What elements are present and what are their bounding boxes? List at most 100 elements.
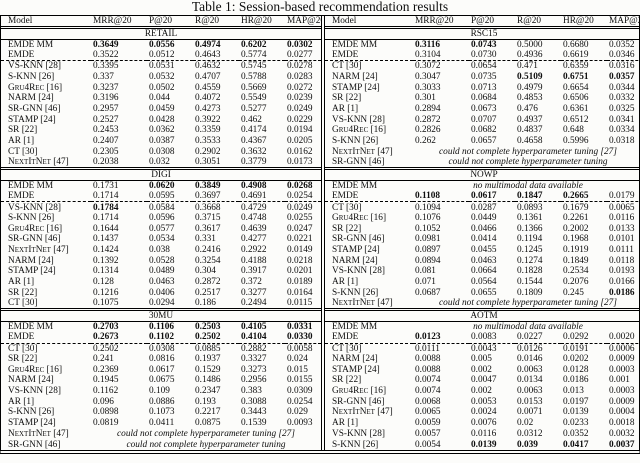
column-header: Model — [323, 16, 413, 28]
table-row: NextItNet [47] could not complete hyperpa… — [1, 429, 321, 440]
metric-value: 0.0153 — [517, 396, 543, 407]
metric-value: 0.4748 — [241, 212, 267, 223]
model-name: CT [30] — [1, 342, 91, 354]
metric-value: 0.0088 — [415, 364, 441, 375]
metric-value: 0.0249 — [285, 201, 321, 213]
metric-value: 0.0675 — [149, 375, 175, 386]
metric-value: 0.0218 — [287, 255, 313, 266]
metric-value: 0.2517 — [195, 287, 221, 298]
metric-value: 0.4639 — [241, 223, 267, 234]
metric-value: 0.0111 — [413, 342, 469, 354]
metric-value: 0.3649 — [93, 40, 119, 51]
section-name: RETAIL — [1, 26, 321, 40]
metric-value: 0.1849 — [563, 255, 589, 266]
metric-value: 0.1052 — [415, 223, 441, 234]
section-name: DIGI — [1, 167, 321, 182]
metric-value: 0.1714 — [93, 191, 119, 202]
column-header: MAP@20 — [285, 16, 321, 28]
section-name: 30MU — [1, 308, 321, 323]
table-row: CT [30] 0.0111 0.0043 0.0126 0.0191 0.0006 — [323, 342, 640, 354]
metric-value: 0.4188 — [241, 255, 267, 266]
metric-value: 0.4559 — [195, 82, 221, 93]
metric-value: 0.0463 — [149, 277, 175, 288]
metric-value: 0.0512 — [149, 50, 175, 61]
metric-value: 0.0054 — [415, 439, 441, 450]
metric-value: 0.5109 — [517, 71, 543, 82]
metric-value: 0.3359 — [195, 125, 221, 136]
metric-value: 0.6619 — [563, 50, 589, 61]
metric-value: 0.0532 — [149, 71, 175, 82]
model-name: EMDE MM — [8, 181, 54, 192]
metric-value: 0.6359 — [561, 60, 607, 72]
metric-value: 0.0502 — [149, 82, 175, 93]
metric-value: 0.0387 — [149, 136, 175, 147]
metric-value: 0.0006 — [607, 342, 640, 354]
table-row: STAMP [24] 0.1314 0.0489 0.304 0.3917 0.0201 — [1, 266, 321, 277]
model-name: AR [1] — [8, 136, 35, 147]
metric-value: 0.6202 — [241, 40, 267, 51]
metric-value: 0.3443 — [241, 407, 267, 418]
metric-value: 0.3116 — [415, 40, 441, 51]
model-name: AR [1] — [332, 418, 359, 429]
metric-value: 0.1392 — [93, 255, 119, 266]
table-row: SR-GNN [46] 0.2957 0.0459 0.4273 0.5277 0.024… — [1, 104, 321, 115]
model-name: EMDE MM — [8, 322, 54, 333]
metric-value: 0.0664 — [471, 266, 497, 277]
metric-value: 0.3697 — [195, 191, 221, 202]
metric-value: 0.3617 — [195, 223, 221, 234]
metric-value: 0.0308 — [147, 342, 193, 354]
metric-value: 0.0596 — [149, 212, 175, 223]
metric-value: 0.241 — [93, 354, 114, 365]
metric-value: 0.5549 — [241, 93, 267, 104]
table-row: STAMP [24] 0.0897 0.0455 0.1245 0.1919 0.0111 — [323, 245, 640, 256]
metric-value: 0.4273 — [195, 103, 221, 114]
metric-value: 0.0894 — [415, 255, 441, 266]
model-name: VS-KNN [28] — [8, 386, 61, 397]
metric-value: 0.2002 — [563, 223, 589, 234]
metric-value: 0.6680 — [563, 40, 589, 51]
metric-value: 0.1644 — [93, 223, 119, 234]
table-row: CT [30] 0.3072 0.0654 0.471 0.6359 0.0316 — [323, 60, 640, 72]
model-name: NARM [24] — [332, 354, 378, 365]
metric-value: 0.0346 — [609, 50, 635, 61]
metric-value: 0.1539 — [241, 418, 267, 429]
table-row: SR [22] 0.1052 0.0466 0.1366 0.2002 0.0133 — [323, 223, 640, 234]
table-row: VS-KNN [28] 0.0057 0.0116 0.0312 0.0352 0.003… — [323, 429, 640, 440]
metric-value: 0.0417 — [563, 439, 589, 450]
metric-value: 0.6512 — [563, 114, 589, 125]
metric-value: 0.3327 — [241, 354, 267, 365]
metric-value: 0.0657 — [471, 136, 497, 147]
metric-value: 0.0076 — [471, 418, 497, 429]
table-row: NARM [24] 0.0088 0.005 0.0146 0.0202 0.0009 — [323, 354, 640, 365]
metric-value: 0.0083 — [471, 332, 497, 343]
metric-value: 0.0255 — [287, 212, 313, 223]
model-name: SR [22] — [332, 93, 362, 104]
metric-value: 0.2502 — [195, 332, 221, 343]
metric-value: 0.3237 — [93, 82, 119, 93]
metric-value: 0.3522 — [93, 50, 119, 61]
model-name: AR [1] — [332, 103, 359, 114]
metric-value: 0.0197 — [563, 396, 589, 407]
metric-value: 0.4974 — [195, 40, 221, 51]
metric-value: 0.2665 — [563, 191, 589, 202]
model-name: SR [22] — [8, 125, 38, 136]
table-row: NARM [24] 0.3196 0.044 0.4072 0.5549 0.0239 — [1, 93, 321, 104]
metric-value: 0.0268 — [287, 181, 313, 192]
metric-value: 0.044 — [149, 93, 170, 104]
metric-value: 0.1437 — [93, 234, 119, 245]
table-row: AR [1] 0.2407 0.0387 0.3533 0.4367 0.0205 — [1, 136, 321, 147]
metric-value: 0.0272 — [287, 82, 313, 93]
metric-value: 0.3104 — [415, 50, 441, 61]
table-row: SR [22] 0.1216 0.0406 0.2517 0.3277 0.0164 — [1, 287, 321, 298]
metric-value: 0.0239 — [287, 93, 313, 104]
metric-value: 0.1945 — [93, 375, 119, 386]
metric-value: 0.372 — [241, 277, 262, 288]
model-name: SR [22] — [8, 354, 38, 365]
metric-value: 0.0654 — [469, 60, 515, 72]
table-row: EMDE 0.1108 0.0617 0.1847 0.2665 0.0179 — [323, 191, 640, 202]
table-row: SR [22] 0.0074 0.0047 0.0134 0.0186 0.001 — [323, 375, 640, 386]
metric-value: 0.0071 — [517, 407, 543, 418]
table-row: NextItNet [47] 0.1424 0.038 0.2416 0.2922 0.0… — [1, 245, 321, 256]
metric-value: 0.0186 — [563, 375, 589, 386]
metric-value: 0.2369 — [93, 364, 119, 375]
